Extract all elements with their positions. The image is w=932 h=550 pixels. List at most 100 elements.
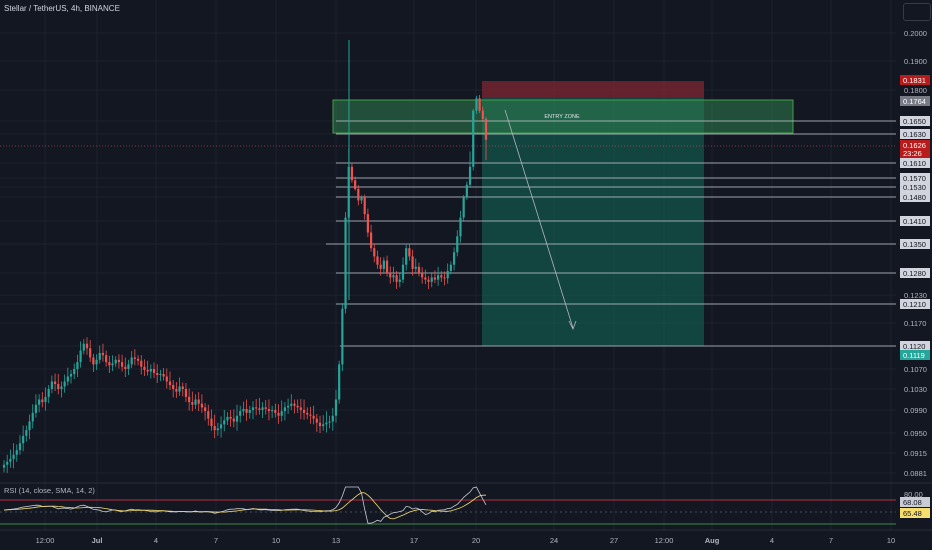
candle-body-131	[421, 273, 424, 278]
level-tag-3: 0.1650	[903, 117, 926, 126]
candle-body-43	[140, 360, 143, 367]
candle-body-92	[296, 405, 299, 408]
candle-body-20	[66, 376, 69, 382]
time-tick-2: 4	[154, 536, 158, 545]
candle-body-125	[401, 264, 405, 280]
chart-settings-button[interactable]	[903, 3, 931, 21]
candle-body-16	[53, 381, 57, 384]
level-tag-bg-15	[900, 341, 930, 351]
candle-body-76	[245, 408, 248, 413]
candle-body-52	[168, 381, 172, 385]
candle-body-64	[207, 411, 210, 419]
candle-body-90	[290, 403, 293, 406]
price-tag-bg-4	[900, 350, 930, 360]
level-tag-bg-5	[900, 158, 930, 168]
candle-body-9	[31, 412, 34, 422]
candle-body-145	[465, 184, 468, 197]
candle-body-36	[117, 359, 121, 363]
candle-body-4	[15, 450, 18, 455]
level-tag-13: 0.1210	[903, 300, 926, 309]
candle-body-119	[382, 260, 385, 269]
level-tag-5: 0.1610	[903, 159, 926, 168]
candle-body-61	[197, 399, 200, 404]
level-tag-4: 0.1630	[903, 130, 926, 139]
candle-body-54	[175, 389, 178, 392]
candle-body-118	[379, 264, 382, 269]
candle-body-33	[108, 362, 111, 366]
price-tick-20: 0.0915	[904, 449, 927, 458]
rsi-sma-line	[3, 492, 486, 520]
projection-arrow-head	[568, 320, 577, 330]
price-tag-bg-3	[900, 148, 930, 158]
candle-body-47	[152, 369, 156, 373]
stop-loss-zone	[482, 81, 704, 98]
candle-body-149	[478, 98, 481, 111]
candle-body-100	[322, 424, 325, 427]
rsi-value-tag: 68.08	[903, 498, 922, 507]
level-tag-bg-13	[900, 299, 930, 309]
candle-body-79	[255, 407, 258, 409]
candle-body-133	[427, 279, 430, 282]
symbol-title: Stellar / TetherUS, 4h, BINANCE	[4, 4, 120, 13]
candle-body-114	[366, 214, 369, 233]
candle-body-143	[459, 217, 462, 237]
candle-body-10	[34, 404, 38, 413]
candle-body-7	[25, 430, 28, 436]
time-tick-0: 12:00	[36, 536, 55, 545]
candle-body-59	[191, 402, 194, 405]
candle-body-26	[85, 343, 89, 349]
candle-body-95	[306, 412, 309, 415]
price-tag-4: 0.1119	[903, 351, 925, 360]
candle-body-129	[414, 266, 417, 269]
level-tag-10: 0.1350	[903, 240, 926, 249]
candle-body-67	[216, 428, 219, 431]
candle-body-1	[6, 461, 9, 465]
candle-body-139	[446, 270, 449, 279]
candle-body-35	[114, 359, 117, 364]
price-tick-12: 0.1230	[904, 291, 927, 300]
candle-body-98	[315, 418, 318, 423]
candle-body-142	[456, 236, 459, 253]
candle-body-66	[213, 426, 216, 431]
candle-body-2	[9, 458, 12, 462]
candle-body-39	[127, 364, 130, 369]
candle-body-111	[357, 189, 360, 201]
candle-body-89	[286, 405, 290, 408]
price-tag-bg-0	[900, 75, 930, 85]
candle-body-123	[395, 275, 398, 282]
candle-body-63	[203, 407, 207, 412]
candle-body-150	[481, 110, 484, 119]
candle-body-91	[293, 403, 296, 406]
candle-body-70	[226, 416, 229, 421]
candle-body-60	[194, 399, 197, 405]
level-tag-bg-6	[900, 173, 930, 183]
candle-body-49	[159, 374, 162, 375]
candle-body-45	[146, 370, 149, 372]
candle-body-38	[124, 366, 127, 369]
candle-body-71	[229, 416, 232, 419]
level-tag-bg-9	[900, 216, 930, 226]
price-tick-0: 0.2000	[904, 29, 927, 38]
candle-body-34	[111, 363, 114, 366]
candle-body-75	[242, 408, 245, 412]
price-tick-2: 0.1800	[904, 86, 927, 95]
target-zone	[482, 97, 704, 346]
candle-body-51	[165, 376, 168, 382]
candle-body-30	[98, 352, 101, 360]
candle-body-23	[76, 362, 79, 369]
candle-body-48	[156, 373, 159, 375]
price-tag-1: 0.1764	[903, 97, 926, 106]
candle-body-40	[130, 357, 133, 365]
candle-body-14	[47, 389, 50, 397]
price-tick-16: 0.1070	[904, 365, 927, 374]
price-tick-18: 0.0990	[904, 406, 927, 415]
candle-body-72	[232, 418, 235, 422]
level-tag-bg-10	[900, 239, 930, 249]
candle-body-136	[437, 275, 440, 280]
level-tag-bg-8	[900, 192, 930, 202]
candle-body-28	[92, 357, 95, 365]
candle-body-120	[385, 260, 389, 273]
candle-body-104	[334, 399, 338, 416]
candle-body-112	[360, 197, 363, 201]
